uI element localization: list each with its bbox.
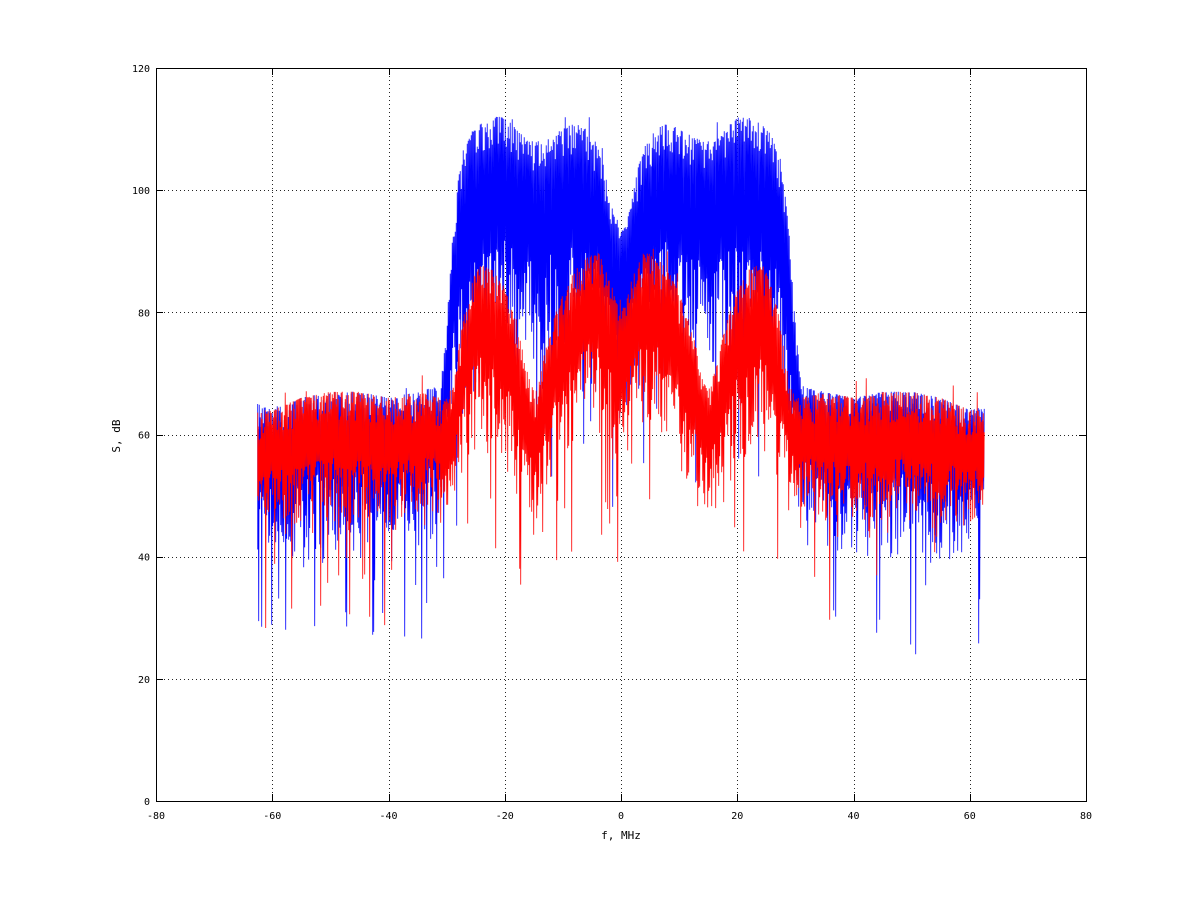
x-axis-label: f, MHz: [601, 829, 641, 842]
x-tick-label: -40: [379, 811, 397, 822]
y-tick-label: 100: [132, 186, 150, 197]
x-tick-labels: -80 -60 -40 -20 0 20 40 60 80: [147, 811, 1092, 822]
y-tick-label: 60: [138, 431, 150, 442]
x-tick-label: 0: [618, 811, 624, 822]
y-tick-label: 40: [138, 553, 150, 564]
x-tick-label: 40: [847, 811, 859, 822]
x-tick-label: -80: [147, 811, 165, 822]
x-tick-label: 20: [731, 811, 743, 822]
y-axis-label: S, dB: [110, 419, 123, 452]
plot-area: [257, 116, 985, 655]
ticks: [156, 68, 1087, 802]
y-tick-label: 0: [144, 797, 150, 808]
x-tick-label: -20: [496, 811, 514, 822]
y-tick-label: 120: [132, 64, 150, 75]
x-tick-label: 60: [964, 811, 976, 822]
y-tick-label: 80: [138, 308, 150, 319]
x-tick-label: -60: [263, 811, 281, 822]
series-trace-2: [257, 248, 985, 629]
x-tick-label: 80: [1080, 811, 1092, 822]
y-tick-label: 20: [138, 675, 150, 686]
y-tick-labels: 0 20 40 60 80 100 120: [132, 64, 150, 808]
